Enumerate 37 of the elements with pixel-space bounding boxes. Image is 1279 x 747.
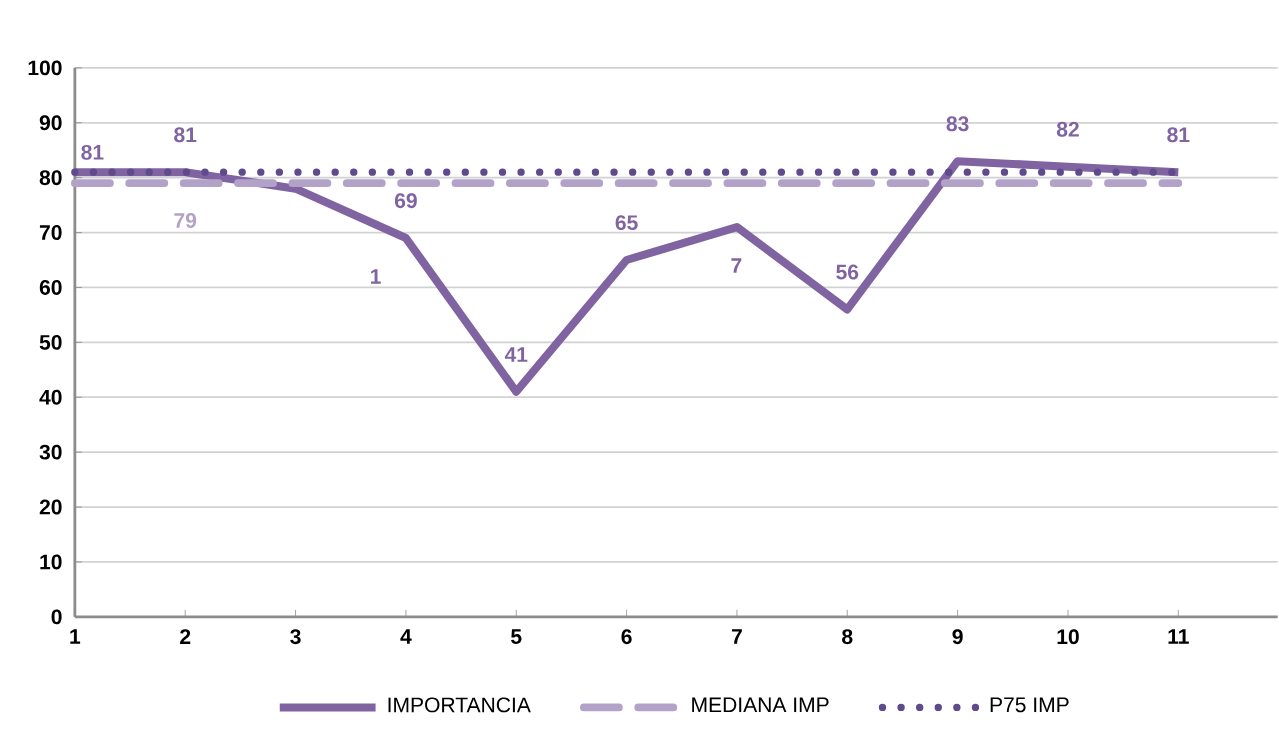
x-tick-label: 9 <box>952 629 963 645</box>
x-tick-label: 8 <box>842 629 853 645</box>
annotation: 7 <box>731 258 742 273</box>
data-label: 69 <box>394 193 417 209</box>
y-tick-label: 30 <box>39 444 62 460</box>
y-tick-label: 70 <box>39 225 62 241</box>
data-label: 65 <box>615 215 638 231</box>
y-tick-label: 0 <box>51 609 62 625</box>
data-label: 41 <box>504 347 528 363</box>
legend-label: P75 IMP <box>990 697 1069 713</box>
x-tick-label: 6 <box>621 629 632 645</box>
x-tick-label: 5 <box>511 629 522 645</box>
data-label: 83 <box>946 116 969 132</box>
data-label: 81 <box>174 127 197 143</box>
data-label: 56 <box>836 264 859 280</box>
y-tick-label: 100 <box>28 60 62 76</box>
annotation: 1 <box>371 269 381 284</box>
x-tick-label: 7 <box>731 629 742 644</box>
legend-label: MEDIANA IMP <box>692 697 829 713</box>
y-tick-label: 40 <box>39 390 62 405</box>
y-tick-label: 80 <box>39 170 62 186</box>
x-tick-label: 2 <box>180 629 191 645</box>
data-label: 81 <box>1167 127 1190 143</box>
y-tick-label: 60 <box>39 280 62 296</box>
data-label: 81 <box>81 145 104 160</box>
x-tick-label: 1 <box>70 629 81 644</box>
x-tick-label: 11 <box>1168 629 1189 644</box>
y-tick-label: 50 <box>39 335 62 351</box>
legend-label: IMPORTANCIA <box>388 697 531 713</box>
x-tick-label: 3 <box>290 629 301 645</box>
data-label: 79 <box>174 213 197 229</box>
x-tick-label: 4 <box>400 629 412 644</box>
y-tick-label: 10 <box>40 554 62 570</box>
y-tick-label: 90 <box>39 115 62 131</box>
x-tick-label: 10 <box>1057 629 1079 645</box>
data-label: 82 <box>1056 122 1079 137</box>
y-tick-label: 20 <box>39 499 62 515</box>
